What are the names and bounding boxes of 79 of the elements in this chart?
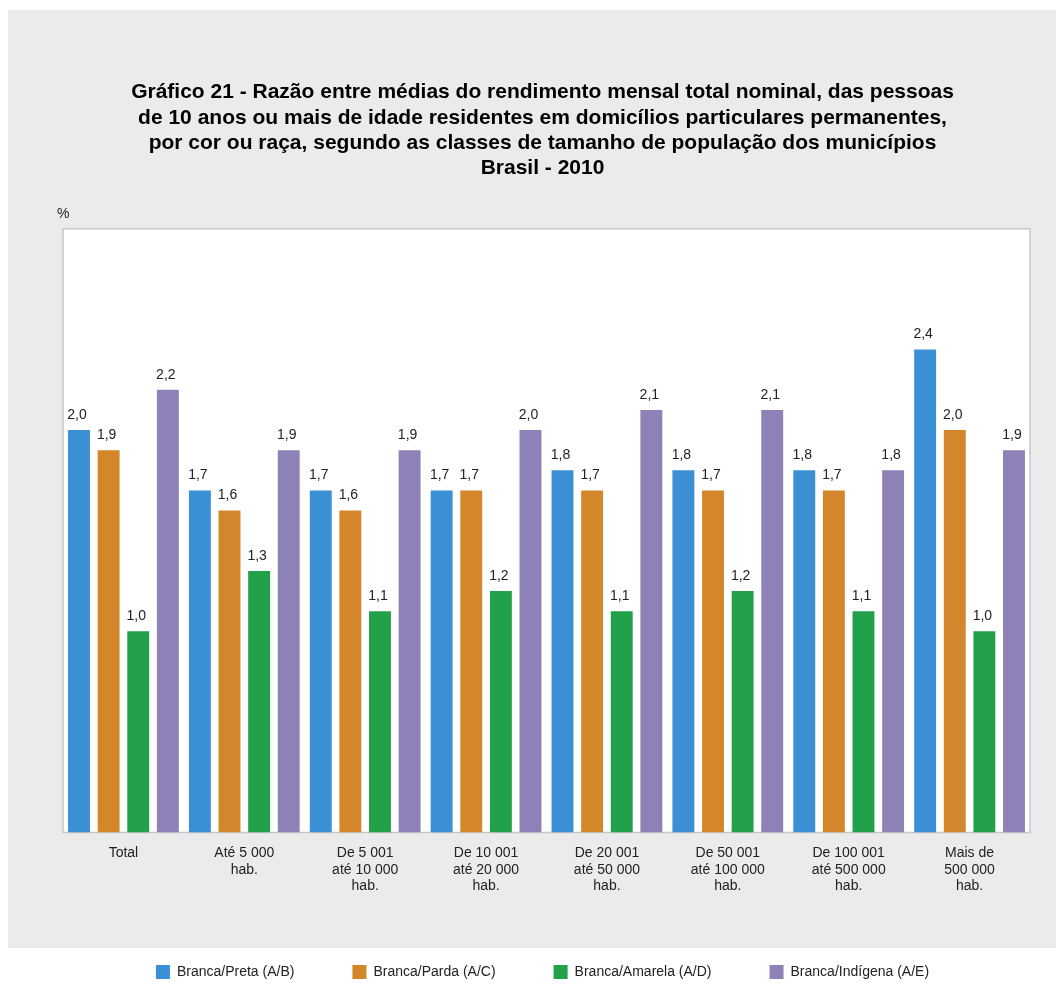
bar [822,490,845,833]
data-label: 1,8 [671,446,692,463]
bar [943,430,966,833]
bar [339,510,362,833]
bar [188,490,211,833]
bar [156,389,179,833]
data-label: 1,1 [368,587,388,604]
data-label: 1,8 [792,446,813,463]
bar [672,470,695,833]
bar [68,430,90,833]
bar [218,510,241,833]
bar [702,490,724,833]
bar [640,409,663,833]
bar [1003,450,1025,833]
x-tick-label: Mais de 500 000 hab. [944,843,996,894]
data-label: 1,1 [610,587,630,604]
data-label: 1,7 [701,466,721,483]
data-label: 2,4 [913,325,934,342]
data-label: 1,6 [338,486,359,503]
bar [248,570,271,833]
bar [973,631,996,833]
bar [519,430,542,833]
x-tick-label: De 5 001 até 10 000 hab. [332,843,399,894]
data-label: 1,9 [1002,426,1022,443]
chart-subtitle: Brasil - 2010 [480,155,605,178]
bar [852,611,875,833]
x-tick-label: Até 5 000 hab. [214,843,275,877]
bar [277,450,300,833]
data-label: 1,0 [126,607,147,624]
data-label: 1,1 [851,587,872,604]
bar [581,490,604,833]
data-label: 1,7 [822,466,842,483]
data-label: 2,0 [518,405,539,422]
data-label: 2,1 [639,385,660,402]
data-label: 1,7 [580,466,601,483]
data-label: 1,2 [489,566,509,583]
bar [489,591,512,833]
data-label: 2,0 [943,405,963,422]
x-tick-label: De 50 001 até 100 000 hab. [690,843,765,894]
data-label: 1,8 [550,446,571,463]
bar [731,591,754,833]
bar [430,490,453,833]
x-tick-label: De 100 001 até 500 000 hab. [811,843,886,894]
legend-label: Branca/Amarela (A/D) [574,962,712,979]
data-label: 2,1 [760,385,781,402]
text: % [57,204,70,221]
bar [793,470,816,833]
data-label: 1,7 [429,466,450,483]
data-label: 1,6 [217,486,238,503]
data-label: 1,3 [247,546,268,563]
x-tick-label: De 10 001 até 20 000 hab. [452,843,520,894]
legend-label: Branca/Indígena (A/E) [790,962,930,979]
bar [369,611,391,833]
bar [97,450,120,833]
data-label: 1,9 [277,426,297,443]
data-label: 1,9 [96,426,117,443]
data-label: 1,2 [730,566,751,583]
bar [309,490,332,833]
bar [914,349,937,833]
data-label: 1,7 [309,466,329,483]
bar [882,470,905,833]
data-label: 1,8 [881,446,902,463]
data-label: 1,0 [972,607,993,624]
x-tick-label: De 20 001 até 50 000 hab. [573,843,641,894]
data-label: 2,2 [156,365,176,382]
legend-label: Branca/Parda (A/C) [373,962,496,979]
data-label: 2,0 [67,405,87,422]
bar [761,409,784,833]
x-tick-label: Total [108,843,139,860]
data-label: 1,7 [188,466,208,483]
bar [127,631,150,833]
chart-title: Gráfico 21 - Razão entre médias do rendimento mensal total nominal, das pessoas de 10 anos ou mais de idade residentes em domicílios particulares permanentes, por cor ou raça, segundo as classes de tamanho de população dos municípios [131,79,954,153]
bar [398,450,421,833]
data-label: 1,7 [459,466,480,483]
legend-label: Branca/Preta (A/B) [176,962,295,979]
data-label: 1,9 [397,426,418,443]
bar [610,611,633,833]
bar [551,470,574,833]
bar [460,490,483,833]
